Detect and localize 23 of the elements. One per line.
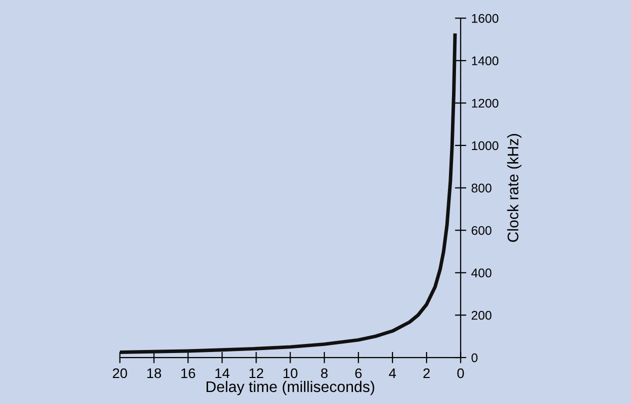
x-tick-label: 8 xyxy=(321,368,328,378)
x-tick-label: 14 xyxy=(215,368,230,378)
x-tick-label: 0 xyxy=(457,368,464,378)
y-tick-label: 600 xyxy=(472,226,492,235)
x-tick-label: 10 xyxy=(284,368,298,378)
y-tick-label: 1200 xyxy=(472,98,498,108)
y-tick-label: 1400 xyxy=(472,56,498,66)
y-tick-label: 200 xyxy=(472,310,492,320)
line-series xyxy=(120,33,457,354)
y-axis-title: Clock rate (kHz) xyxy=(507,134,522,242)
y-tick-label: 800 xyxy=(472,184,492,193)
y-tick-label: 400 xyxy=(471,268,492,278)
y-tick-label: 1000 xyxy=(472,141,498,150)
y-tick-label: 0 xyxy=(472,353,478,362)
y-tick-label: 1600 xyxy=(472,14,498,23)
x-axis-title: Delay time (milliseconds) xyxy=(206,380,374,396)
x-tick-label: 6 xyxy=(355,368,362,378)
x-tick-label: 20 xyxy=(112,368,128,378)
x-tick-label: 12 xyxy=(250,368,264,378)
x-tick-label: 2 xyxy=(423,368,430,378)
x-tick-label: 18 xyxy=(147,368,162,378)
x-tick-label: 16 xyxy=(181,368,196,378)
x-tick-label: 4 xyxy=(388,368,396,378)
